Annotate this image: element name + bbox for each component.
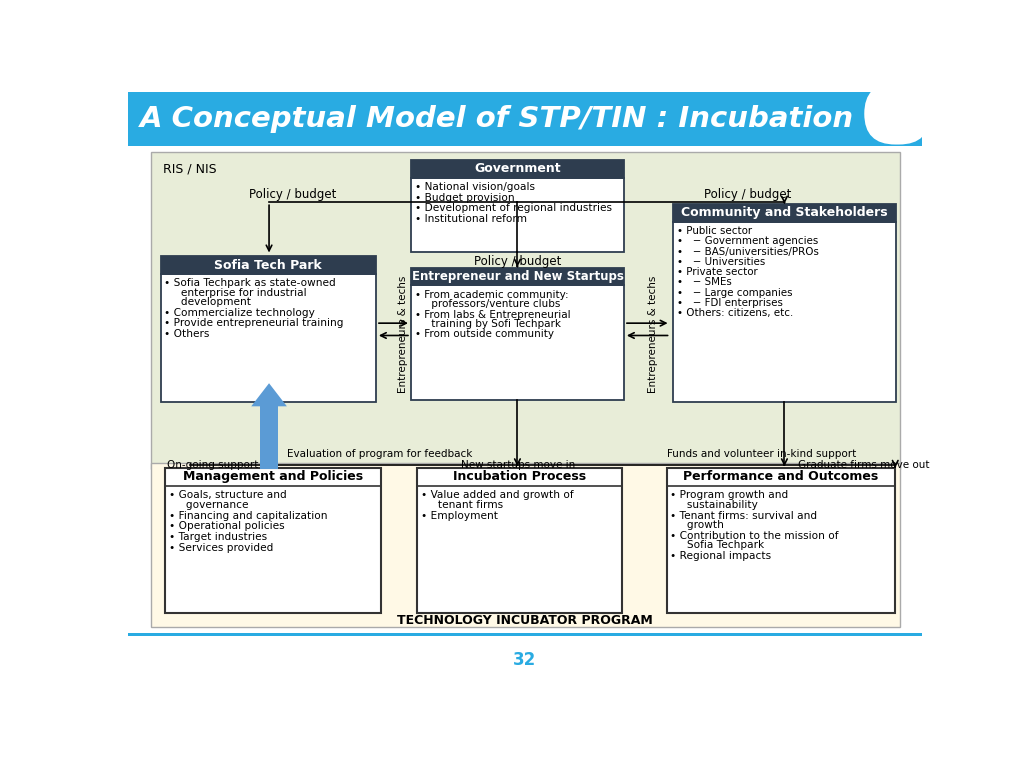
Bar <box>411 268 624 286</box>
Text: Government: Government <box>474 162 561 175</box>
Text: Evaluation of program for feedback: Evaluation of program for feedback <box>287 449 472 459</box>
Bar <box>161 257 376 274</box>
Text: • Others: citizens, etc.: • Others: citizens, etc. <box>677 308 793 318</box>
Text: •   − Large companies: • − Large companies <box>677 288 793 298</box>
Text: •   − Universities: • − Universities <box>677 257 765 267</box>
Text: Graduate firms move out: Graduate firms move out <box>799 460 930 470</box>
Text: On-going support: On-going support <box>167 460 258 470</box>
Text: Sofia Techpark: Sofia Techpark <box>671 540 765 550</box>
Text: A Conceptual Model of STP/TIN : Incubation: A Conceptual Model of STP/TIN : Incubati… <box>139 105 854 133</box>
Bar <box>152 152 900 469</box>
Text: • Others: • Others <box>165 329 210 339</box>
Text: • Sofia Techpark as state-owned: • Sofia Techpark as state-owned <box>165 279 336 289</box>
Text: Policy / budget: Policy / budget <box>474 255 561 268</box>
Text: • Target industries: • Target industries <box>169 532 267 542</box>
Bar <box>411 177 624 253</box>
Text: sustainability: sustainability <box>671 500 759 510</box>
Text: Funds and volunteer in-kind support: Funds and volunteer in-kind support <box>667 449 856 459</box>
Text: • From labs & Entrepreneurial: • From labs & Entrepreneurial <box>415 310 570 319</box>
Text: Policy / budget: Policy / budget <box>705 188 792 201</box>
Text: •   − SMEs: • − SMEs <box>677 277 731 287</box>
Text: • Financing and capitalization: • Financing and capitalization <box>169 511 328 521</box>
Text: governance: governance <box>169 500 249 510</box>
Text: TECHNOLOGY INCUBATOR PROGRAM: TECHNOLOGY INCUBATOR PROGRAM <box>397 614 652 627</box>
Text: •   − BAS/universities/PROs: • − BAS/universities/PROs <box>677 247 818 257</box>
Text: • Commercialize technology: • Commercialize technology <box>165 308 315 318</box>
Text: enterprise for industrial: enterprise for industrial <box>165 288 307 298</box>
Bar <box>161 274 376 402</box>
Bar <box>260 406 279 469</box>
Bar <box>165 468 381 613</box>
Bar <box>411 286 624 400</box>
Text: • Budget provision: • Budget provision <box>415 193 514 203</box>
Text: Management and Policies: Management and Policies <box>183 470 362 483</box>
Bar <box>673 221 896 402</box>
Text: Policy / budget: Policy / budget <box>249 188 336 201</box>
Text: Community and Stakeholders: Community and Stakeholders <box>681 206 888 219</box>
Text: • Services provided: • Services provided <box>169 543 273 553</box>
Text: 32: 32 <box>513 651 537 670</box>
Text: • Provide entrepreneurial training: • Provide entrepreneurial training <box>165 318 344 328</box>
Text: growth: growth <box>671 520 724 530</box>
Text: • Contribution to the mission of: • Contribution to the mission of <box>671 531 839 541</box>
Text: • Employment: • Employment <box>421 511 498 521</box>
Text: • Operational policies: • Operational policies <box>169 521 285 531</box>
Text: Entrepreneurs & techs: Entrepreneurs & techs <box>398 275 409 392</box>
Bar <box>128 633 922 636</box>
Text: Sofia Tech Park: Sofia Tech Park <box>214 259 323 272</box>
Text: training by Sofi Techpark: training by Sofi Techpark <box>415 319 561 329</box>
Bar <box>128 634 922 684</box>
Text: Incubation Process: Incubation Process <box>454 470 587 483</box>
Text: •   − Government agencies: • − Government agencies <box>677 237 818 247</box>
Polygon shape <box>251 383 287 406</box>
Bar <box>128 92 922 146</box>
Text: • Value added and growth of: • Value added and growth of <box>421 490 573 500</box>
Text: •   − FDI enterprises: • − FDI enterprises <box>677 298 782 308</box>
Text: • Public sector: • Public sector <box>677 226 752 236</box>
Text: • Program growth and: • Program growth and <box>671 490 788 500</box>
Text: Entrepreneur and New Startups: Entrepreneur and New Startups <box>412 270 624 283</box>
Text: professors/venture clubs: professors/venture clubs <box>415 300 560 310</box>
Text: • Private sector: • Private sector <box>677 267 758 277</box>
Text: • From outside community: • From outside community <box>415 329 554 339</box>
Text: • From academic community:: • From academic community: <box>415 290 568 300</box>
Text: tenant firms: tenant firms <box>421 500 503 510</box>
Bar <box>667 468 895 613</box>
Text: development: development <box>165 297 252 307</box>
Text: • Tenant firms: survival and: • Tenant firms: survival and <box>671 511 817 521</box>
FancyBboxPatch shape <box>864 83 930 144</box>
Text: RIS / NIS: RIS / NIS <box>163 163 216 176</box>
Text: Entrepreneurs & techs: Entrepreneurs & techs <box>648 275 658 392</box>
Text: New startups move in: New startups move in <box>461 460 575 470</box>
Bar <box>417 468 623 613</box>
Text: • Goals, structure and: • Goals, structure and <box>169 490 287 500</box>
Text: • Regional impacts: • Regional impacts <box>671 551 772 561</box>
Text: Performance and Outcomes: Performance and Outcomes <box>683 470 879 483</box>
Text: • Institutional reform: • Institutional reform <box>415 214 526 223</box>
Bar <box>411 160 624 177</box>
Text: • Development of regional industries: • Development of regional industries <box>415 204 611 214</box>
Bar <box>673 204 896 221</box>
Bar <box>152 463 900 627</box>
Text: • National vision/goals: • National vision/goals <box>415 182 535 192</box>
